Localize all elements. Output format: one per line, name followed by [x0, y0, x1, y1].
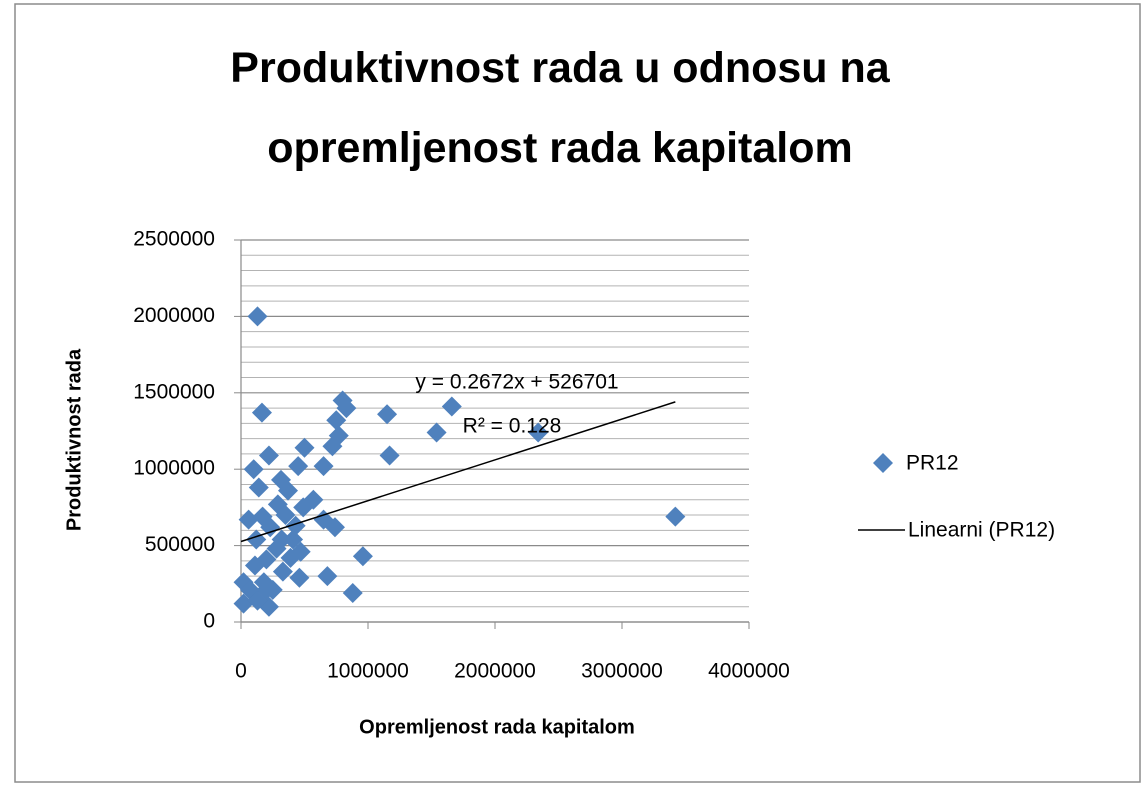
data-point — [238, 509, 259, 530]
data-point — [288, 456, 309, 477]
data-point — [258, 445, 279, 466]
data-point — [313, 456, 334, 477]
x-axis-title: Opremljenost rada kapitalom — [359, 716, 635, 738]
data-point — [248, 477, 269, 498]
data-point — [283, 529, 304, 550]
data-point — [247, 306, 268, 327]
data-point — [243, 459, 264, 480]
data-point — [244, 555, 265, 576]
data-point — [336, 398, 357, 419]
legend-label: PR12 — [906, 452, 959, 475]
legend-label: Linearni (PR12) — [908, 519, 1055, 542]
data-point — [266, 538, 287, 559]
data-point — [272, 561, 293, 582]
data-point — [379, 445, 400, 466]
data-point — [342, 582, 363, 603]
data-point — [293, 497, 314, 518]
chart-title: Produktivnost rada u odnosu na opremljen… — [230, 44, 890, 172]
data-point — [251, 402, 272, 423]
y-tick-label: 0 — [203, 610, 215, 633]
data-point — [377, 404, 398, 425]
data-point — [275, 505, 296, 526]
y-tick-label: 500000 — [145, 533, 215, 556]
data-point — [247, 590, 268, 611]
data-point — [285, 515, 306, 536]
data-point — [426, 422, 447, 443]
data-point — [324, 517, 345, 538]
data-point — [322, 436, 343, 457]
trendline — [240, 401, 676, 543]
trendline-r-squared: R² = 0.128 — [463, 415, 562, 438]
y-tick-label: 2000000 — [133, 304, 215, 327]
data-point — [294, 437, 315, 458]
x-tick-label: 2000000 — [454, 660, 536, 683]
data-point — [352, 546, 373, 567]
trendline-equation: y = 0.2672x + 526701 — [415, 371, 618, 394]
x-tick-label: 0 — [235, 660, 247, 683]
data-point — [289, 567, 310, 588]
data-point — [665, 506, 686, 527]
data-point — [260, 517, 281, 538]
x-tick-label: 3000000 — [581, 660, 663, 683]
data-point — [317, 566, 338, 587]
data-point — [326, 410, 347, 431]
data-point — [280, 547, 301, 568]
legend-marker — [873, 453, 893, 473]
data-point — [233, 593, 254, 614]
data-point — [239, 579, 260, 600]
y-tick-label: 2500000 — [133, 228, 215, 251]
data-point — [528, 422, 549, 443]
data-point — [277, 480, 298, 501]
y-axis-title: Produktivnost rada — [63, 348, 85, 531]
y-tick-label: 1000000 — [133, 457, 215, 480]
x-tick-label: 4000000 — [708, 660, 790, 683]
data-point — [441, 396, 462, 417]
x-tick-label: 1000000 — [327, 660, 409, 683]
y-tick-label: 1500000 — [133, 380, 215, 403]
